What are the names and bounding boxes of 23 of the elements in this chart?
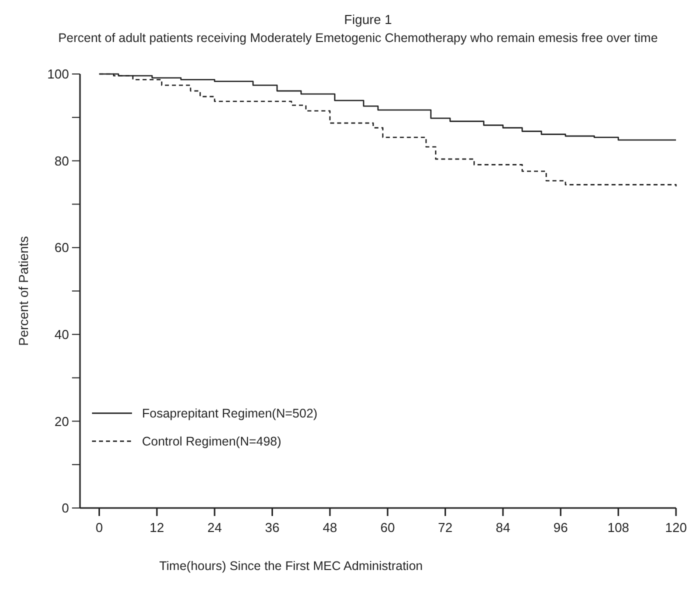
chart-subtitle: Percent of adult patients receiving Moderately Emetogenic Chemotherapy who remain emesis free over time (58, 31, 658, 45)
x-tick-label: 60 (380, 520, 395, 535)
y-tick-label: 20 (54, 414, 69, 429)
y-tick-label: 80 (54, 153, 69, 168)
x-tick-label: 24 (207, 520, 222, 535)
y-axis-title: Percent of Patients (16, 236, 31, 346)
legend-label: Fosaprepitant Regimen(N=502) (142, 406, 318, 421)
x-tick-label: 0 (96, 520, 103, 535)
y-tick-label: 40 (54, 326, 69, 342)
x-tick-label: 48 (322, 520, 338, 535)
y-tick-label: 100 (47, 66, 69, 82)
x-tick-label: 84 (496, 520, 510, 535)
chart-title: Figure 1 (344, 12, 392, 27)
y-tick-label: 60 (54, 240, 69, 256)
legend-label: Control Regimen(N=498) (142, 434, 282, 449)
x-tick-label: 96 (553, 520, 568, 535)
y-tick-label: 0 (62, 500, 69, 516)
x-axis-title: Time(hours) Since the First MEC Administration (159, 559, 423, 573)
x-tick-label: 72 (438, 520, 453, 535)
x-tick-label: 120 (665, 520, 687, 535)
x-tick-label: 36 (265, 520, 280, 535)
x-tick-label: 108 (607, 520, 630, 535)
x-tick-label: 12 (150, 520, 164, 535)
